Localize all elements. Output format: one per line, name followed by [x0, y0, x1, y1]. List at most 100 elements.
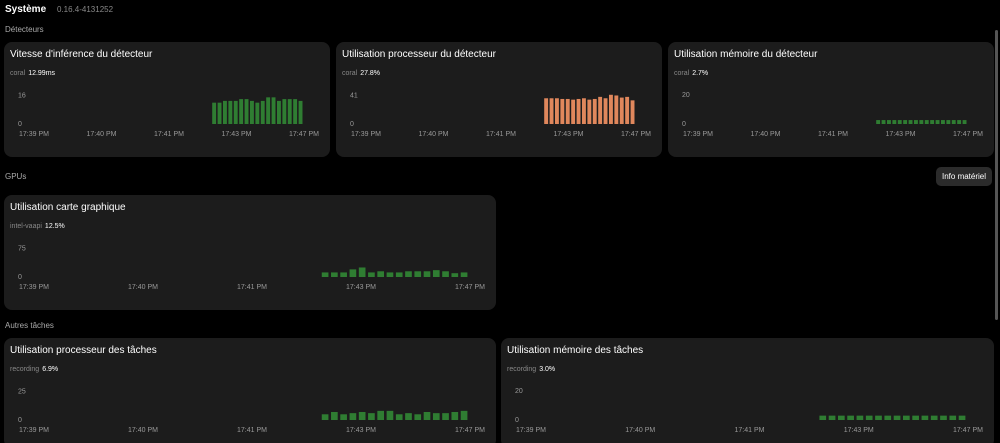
x-tick-label: 17:41 PM — [486, 131, 516, 138]
x-tick-label: 17:39 PM — [19, 131, 49, 138]
x-tick-label: 17:39 PM — [516, 427, 546, 434]
x-tick-label: 17:43 PM — [554, 131, 584, 138]
bar — [876, 120, 881, 124]
x-tick-label: 17:41 PM — [735, 427, 765, 434]
bar — [217, 102, 222, 124]
bar — [386, 410, 394, 420]
legend: coral 12.99ms — [10, 70, 55, 77]
y-tick-label: 20 — [515, 388, 523, 395]
bar — [962, 120, 967, 124]
bar — [630, 100, 635, 124]
y-tick-label: 0 — [18, 417, 22, 424]
bar — [405, 413, 412, 420]
x-tick-label: 17:43 PM — [844, 427, 874, 434]
bar — [451, 412, 459, 420]
bar — [395, 272, 403, 277]
bar — [255, 102, 260, 124]
y-tick-label: 25 — [18, 388, 26, 395]
bar — [875, 415, 882, 420]
y-tick-label: 75 — [18, 245, 26, 252]
bar — [271, 97, 276, 124]
legend: recording 3.0% — [507, 366, 555, 373]
bar — [893, 415, 901, 420]
x-tick-label: 17:47 PM — [953, 427, 983, 434]
bar — [914, 120, 918, 124]
bar — [912, 415, 919, 420]
bar — [423, 271, 431, 277]
x-tick-label: 17:47 PM — [289, 131, 319, 138]
bar — [321, 272, 329, 277]
chart-card: Utilisation processeur du détecteur coral… — [336, 42, 662, 157]
chart: 0 75 17:39 PM 17:40 PM 17:41 PM 17:43 PM 17:47… — [18, 245, 485, 291]
bar — [614, 95, 619, 124]
chart: 0 20 17:39 PM 17:40 PM 17:41 PM 17:43 PM 17:47… — [515, 388, 983, 434]
y-tick-label: 41 — [350, 92, 358, 99]
bar — [837, 415, 845, 420]
bar — [340, 272, 347, 277]
bar — [460, 410, 468, 420]
bar — [298, 100, 303, 124]
bar — [432, 413, 440, 420]
bar — [377, 271, 385, 277]
y-tick-label: 0 — [515, 417, 519, 424]
bar — [555, 98, 559, 124]
bar — [949, 415, 957, 420]
bar — [865, 415, 873, 420]
page-title: Système — [5, 4, 47, 15]
scrollbar[interactable] — [995, 30, 998, 320]
bar — [212, 102, 217, 124]
legend-current-value: 6.9% — [42, 366, 59, 373]
bar — [582, 98, 586, 124]
x-tick-label: 17:41 PM — [154, 131, 184, 138]
bar — [321, 414, 329, 420]
legend: intel-vaapi 12.5% — [10, 223, 65, 230]
bar — [565, 98, 570, 124]
bar — [287, 99, 292, 124]
x-tick-label: 17:39 PM — [19, 284, 49, 291]
bar — [442, 413, 449, 420]
bar — [921, 415, 929, 420]
bar — [560, 98, 565, 124]
bar — [223, 100, 227, 124]
legend: recording 6.9% — [10, 366, 58, 373]
chart: 0 16 17:39 PM 17:40 PM 17:41 PM 17:43 PM 17:47… — [18, 92, 319, 138]
x-tick-label: 17:40 PM — [751, 131, 781, 138]
bar — [603, 98, 608, 124]
legend-current-value: 3.0% — [539, 366, 556, 373]
bar — [887, 120, 891, 124]
bar — [924, 120, 929, 124]
bar — [368, 413, 375, 420]
bar — [892, 120, 897, 124]
y-tick-label: 0 — [18, 121, 22, 128]
chart-card: Utilisation processeur des tâches recordi… — [4, 338, 496, 443]
x-tick-label: 17:43 PM — [346, 284, 376, 291]
chart-card: Utilisation carte graphique intel-vaapi 12… — [4, 195, 496, 310]
bar — [549, 98, 554, 124]
bar — [576, 98, 581, 124]
bar — [349, 413, 357, 420]
bar — [282, 99, 287, 124]
hardware-info-button[interactable]: Info matériel — [936, 167, 993, 186]
x-tick-label: 17:47 PM — [455, 284, 485, 291]
chart-card: Vitesse d'inférence du détecteur coral 12.… — [4, 42, 330, 157]
chart: 0 20 17:39 PM 17:40 PM 17:41 PM 17:43 PM 17:47… — [682, 92, 983, 138]
y-tick-label: 16 — [18, 92, 26, 99]
legend-series: intel-vaapi — [10, 223, 42, 230]
x-tick-label: 17:39 PM — [351, 131, 381, 138]
bar — [451, 273, 459, 277]
bar — [358, 412, 366, 420]
y-tick-label: 0 — [350, 121, 354, 128]
section-title: Autres tâches — [5, 321, 54, 330]
bar — [958, 415, 966, 420]
x-tick-label: 17:40 PM — [128, 427, 158, 434]
legend: coral 27.8% — [342, 70, 380, 77]
y-tick-label: 0 — [682, 121, 686, 128]
bar — [828, 415, 836, 420]
bar — [609, 94, 613, 124]
bar — [908, 120, 913, 124]
bar — [414, 414, 422, 420]
bar — [414, 271, 422, 277]
legend-series: coral — [674, 70, 690, 77]
bar — [331, 272, 338, 277]
